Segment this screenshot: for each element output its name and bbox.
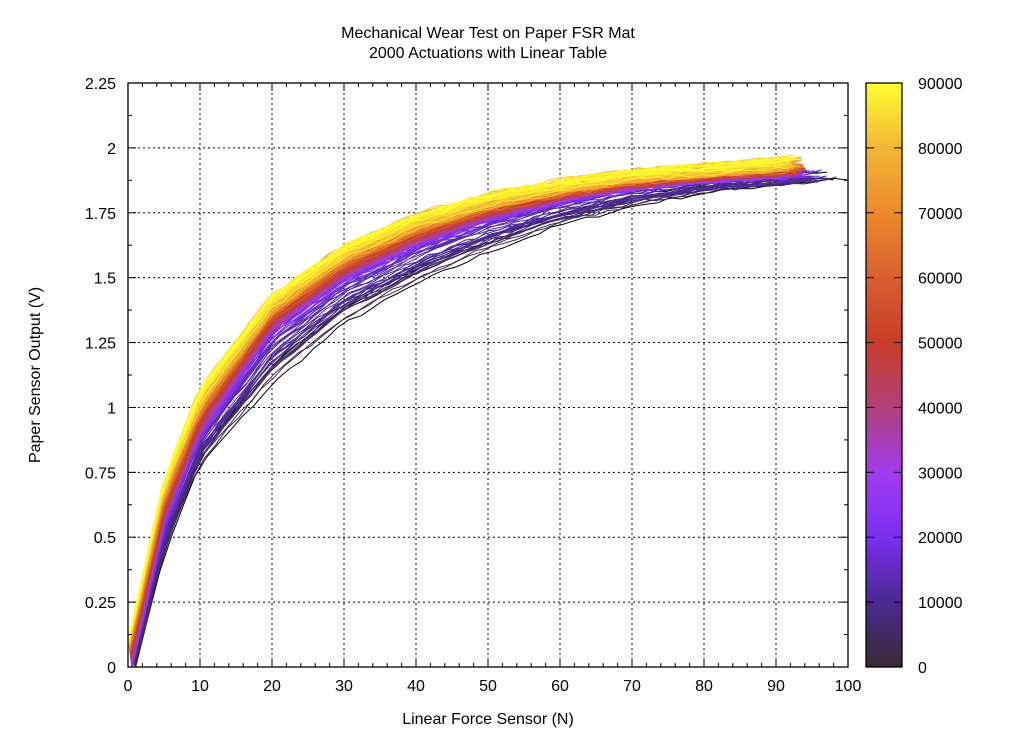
x-tick-label: 50 xyxy=(479,678,497,695)
series-line xyxy=(128,164,784,644)
colorbar-tick-label: 50000 xyxy=(918,336,963,353)
axes: 0 10 20 30 40 50 60 70 80 90 100 0 0.25 0.5 0.75 1 1.25 1… xyxy=(85,76,862,695)
series-line xyxy=(133,178,817,664)
series-line xyxy=(133,179,815,665)
series-line xyxy=(129,170,793,652)
series-line xyxy=(133,178,821,663)
series-line xyxy=(132,176,809,665)
series-line xyxy=(133,175,820,664)
x-tick-label: 80 xyxy=(695,678,713,695)
colorbar-tick-label: 90000 xyxy=(918,76,963,93)
x-tick-label: 10 xyxy=(191,678,209,695)
y-tick-label: 2.25 xyxy=(85,76,116,93)
x-tick-label: 60 xyxy=(551,678,569,695)
series-line xyxy=(132,179,819,664)
y-tick-label: 0.25 xyxy=(85,595,116,612)
colorbar xyxy=(865,82,903,668)
colorbar-tick-label: 10000 xyxy=(918,595,963,612)
x-tick-label: 100 xyxy=(835,678,862,695)
y-tick-label: 1 xyxy=(107,400,116,417)
series-line xyxy=(134,176,837,667)
series-line xyxy=(133,177,834,666)
series-line xyxy=(132,178,815,666)
y-axis-label: Paper Sensor Output (V) xyxy=(27,287,44,463)
y-tick-label: 1.75 xyxy=(85,206,116,223)
colorbar-axis: 0 10000 20000 30000 40000 50000 60000 70000 8000… xyxy=(866,76,963,677)
x-tick-label: 30 xyxy=(335,678,353,695)
curves xyxy=(128,154,848,667)
y-tick-label: 0.75 xyxy=(85,465,116,482)
y-tick-label: 1.25 xyxy=(85,336,116,353)
colorbar-tick-label: 70000 xyxy=(918,206,963,223)
series-line xyxy=(135,177,848,667)
x-tick-label: 70 xyxy=(623,678,641,695)
colorbar-tick-label: 80000 xyxy=(918,141,963,158)
series-line xyxy=(128,168,788,645)
y-tick-label: 1.5 xyxy=(94,271,116,288)
series-line xyxy=(128,165,801,647)
series-line xyxy=(133,181,816,665)
chart-subtitle: 2000 Actuations with Linear Table xyxy=(369,45,607,62)
series-line xyxy=(128,163,795,642)
colorbar-tick-label: 40000 xyxy=(918,400,963,417)
x-tick-label: 0 xyxy=(124,678,133,695)
y-tick-label: 2 xyxy=(107,141,116,158)
series-line xyxy=(134,179,827,667)
x-axis-label: Linear Force Sensor (N) xyxy=(402,711,574,728)
y-tick-label: 0.5 xyxy=(94,530,116,547)
x-tick-label: 40 xyxy=(407,678,425,695)
series-line xyxy=(128,162,792,643)
series-line xyxy=(128,166,790,645)
series-line xyxy=(128,170,782,645)
series-line xyxy=(132,178,810,665)
x-tick-label: 90 xyxy=(767,678,785,695)
series-line xyxy=(129,169,799,648)
series-line xyxy=(129,170,792,652)
colorbar-tick-label: 60000 xyxy=(918,271,963,288)
series-line xyxy=(129,165,795,652)
series-line xyxy=(129,167,791,652)
colorbar-tick-label: 20000 xyxy=(918,530,963,547)
y-tick-label: 0 xyxy=(107,660,116,677)
colorbar-tick-label: 30000 xyxy=(918,465,963,482)
series-line xyxy=(128,162,799,647)
x-tick-label: 20 xyxy=(263,678,281,695)
series-line xyxy=(129,170,785,647)
chart-title: Mechanical Wear Test on Paper FSR Mat xyxy=(341,25,635,42)
colorbar-tick-label: 0 xyxy=(918,660,927,677)
series-line xyxy=(128,158,795,642)
series-line xyxy=(129,166,800,651)
series-line xyxy=(128,157,786,641)
